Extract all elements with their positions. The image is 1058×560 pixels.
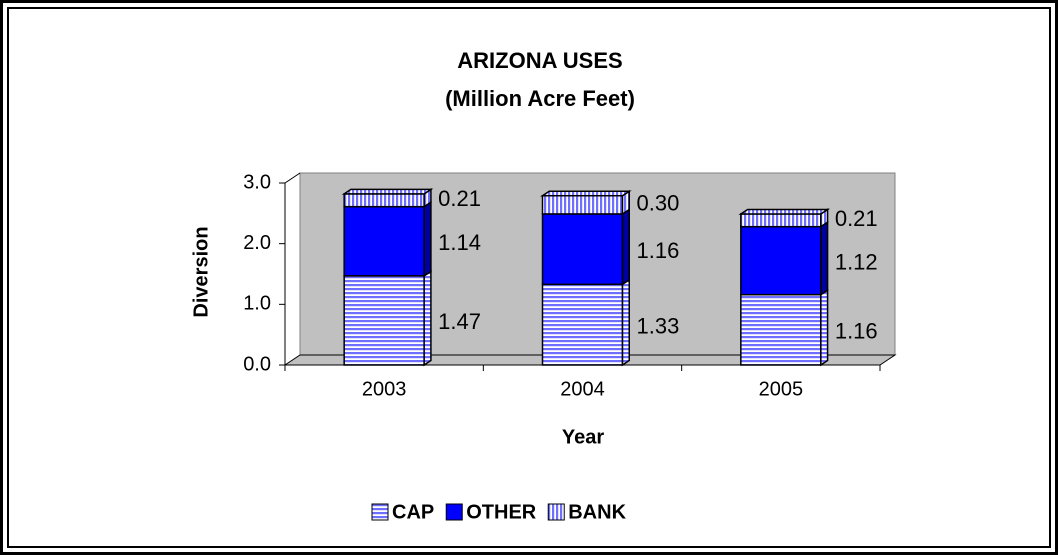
legend-swatch — [445, 503, 463, 521]
bar-front — [740, 225, 822, 296]
bar-front — [740, 293, 822, 366]
value-label: 1.14 — [438, 230, 481, 255]
plot-area: 0.0 1.0 2.0 3.0 2003 1.47 1.14 0.21 2004 1.33 1.16… — [243, 171, 897, 400]
bar-top — [540, 190, 632, 197]
bar-segment — [738, 208, 831, 229]
y-tick-label: 2.0 — [243, 232, 271, 254]
value-label: 1.16 — [637, 238, 680, 263]
bar-side — [423, 269, 432, 367]
bar-segment — [343, 269, 432, 367]
bar-segment — [541, 208, 630, 286]
value-label: 1.33 — [637, 313, 680, 338]
bar-segment — [341, 188, 434, 209]
bar-side — [621, 278, 630, 367]
value-label: 1.12 — [835, 249, 878, 274]
bar-segment — [740, 288, 829, 367]
bar-segment — [740, 220, 829, 297]
x-tick-label: 2004 — [560, 378, 605, 400]
x-axis-title: Year — [562, 426, 604, 448]
value-label: 0.30 — [637, 191, 680, 216]
value-label: 0.21 — [438, 186, 481, 211]
bar-segment — [343, 200, 432, 278]
bar-front — [541, 194, 624, 215]
bar-top — [341, 188, 434, 195]
y-tick-label: 1.0 — [243, 293, 271, 315]
y-axis-depth — [284, 172, 301, 184]
value-label: 0.21 — [835, 206, 878, 231]
bar-side — [621, 208, 630, 286]
legend: CAP OTHER BANK — [371, 501, 627, 523]
legend-label: BANK — [568, 501, 626, 523]
y-tick-label: 3.0 — [243, 171, 271, 193]
legend-swatch — [371, 503, 389, 521]
inner-border — [7, 7, 1051, 548]
legend-swatch — [547, 503, 565, 521]
x-tick-label: 2003 — [362, 378, 407, 400]
bar-side — [820, 288, 829, 367]
bar-segment — [540, 189, 632, 216]
chart-subtitle: (Million Acre Feet) — [445, 86, 635, 111]
y-axis-title: Diversion — [190, 226, 212, 317]
bar-front — [740, 213, 822, 228]
value-label: 1.47 — [438, 309, 481, 334]
bar-front — [343, 205, 425, 277]
legend-label: CAP — [392, 501, 434, 523]
bar-front — [343, 193, 425, 208]
bar-front — [541, 283, 624, 366]
bar-top — [738, 208, 831, 215]
legend-label: OTHER — [466, 501, 537, 523]
bar-front — [343, 275, 425, 366]
chart-title: ARIZONA USES — [457, 48, 622, 73]
bar-segment — [541, 278, 630, 367]
y-tick-label: 0.0 — [243, 353, 271, 375]
bar-front — [541, 213, 624, 286]
value-label: 1.16 — [835, 319, 878, 344]
bar-side — [820, 220, 829, 297]
x-tick-label: 2005 — [759, 378, 804, 400]
bar-side — [423, 200, 432, 278]
